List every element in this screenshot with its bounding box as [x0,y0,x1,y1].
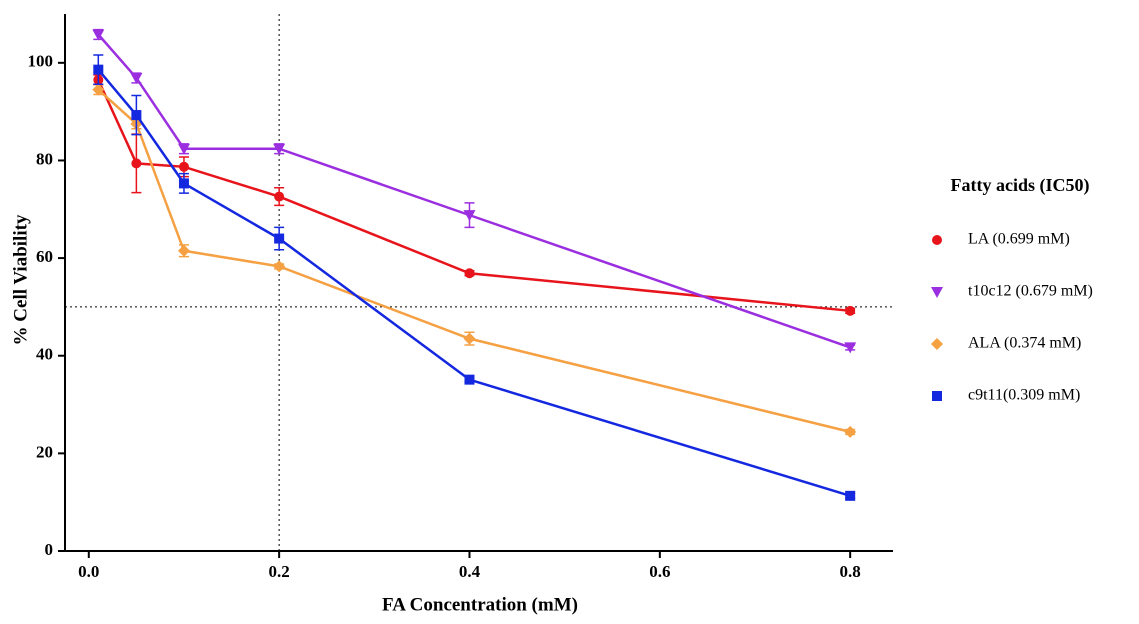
legend-title: Fatty acids (IC50) [951,175,1090,196]
y-tick-label: 20 [36,442,53,461]
data-point [463,332,476,345]
data-point [273,260,286,273]
x-tick-label: 0.8 [840,562,861,581]
data-point [844,425,857,438]
data-point [844,342,857,354]
legend-label: t10c12 (0.679 mM) [968,283,1093,300]
y-tick-label: 80 [36,149,53,168]
y-tick-label: 0 [45,540,54,559]
data-point [273,143,286,155]
legend-marker [931,338,943,350]
legend-marker [932,235,942,245]
data-point [463,210,476,222]
data-point [130,72,143,84]
y-axis-title: % Cell Viability [10,214,31,345]
y-tick-label: 40 [36,345,53,364]
y-tick-label: 60 [36,247,53,266]
data-point [464,268,475,279]
legend-marker [931,287,943,298]
y-tick-label: 100 [28,52,54,71]
data-point [845,490,856,501]
data-point [92,83,105,96]
data-point [177,143,190,155]
legend-label: ALA (0.374 mM) [968,335,1081,352]
series-line [97,88,851,434]
x-tick-label: 0.0 [78,562,99,581]
data-point [93,64,104,75]
data-point [274,191,285,202]
data-point [92,29,105,41]
x-axis-title: FA Concentration (mM) [382,594,578,615]
series-line [97,79,851,313]
data-point [177,244,190,257]
legend-label: c9t11(0.309 mM) [968,387,1080,404]
series-line [97,33,851,349]
x-tick-label: 0.6 [649,562,670,581]
data-point [464,374,475,385]
legend-label: LA (0.699 mM) [968,231,1070,248]
series-line [97,68,851,498]
x-tick-label: 0.4 [459,562,481,581]
data-point [131,158,142,169]
data-point [131,110,142,121]
data-point [178,161,189,172]
x-tick-label: 0.2 [269,562,290,581]
legend-marker [932,391,942,401]
data-point [845,305,856,316]
data-point [178,178,189,189]
data-point [274,233,285,244]
